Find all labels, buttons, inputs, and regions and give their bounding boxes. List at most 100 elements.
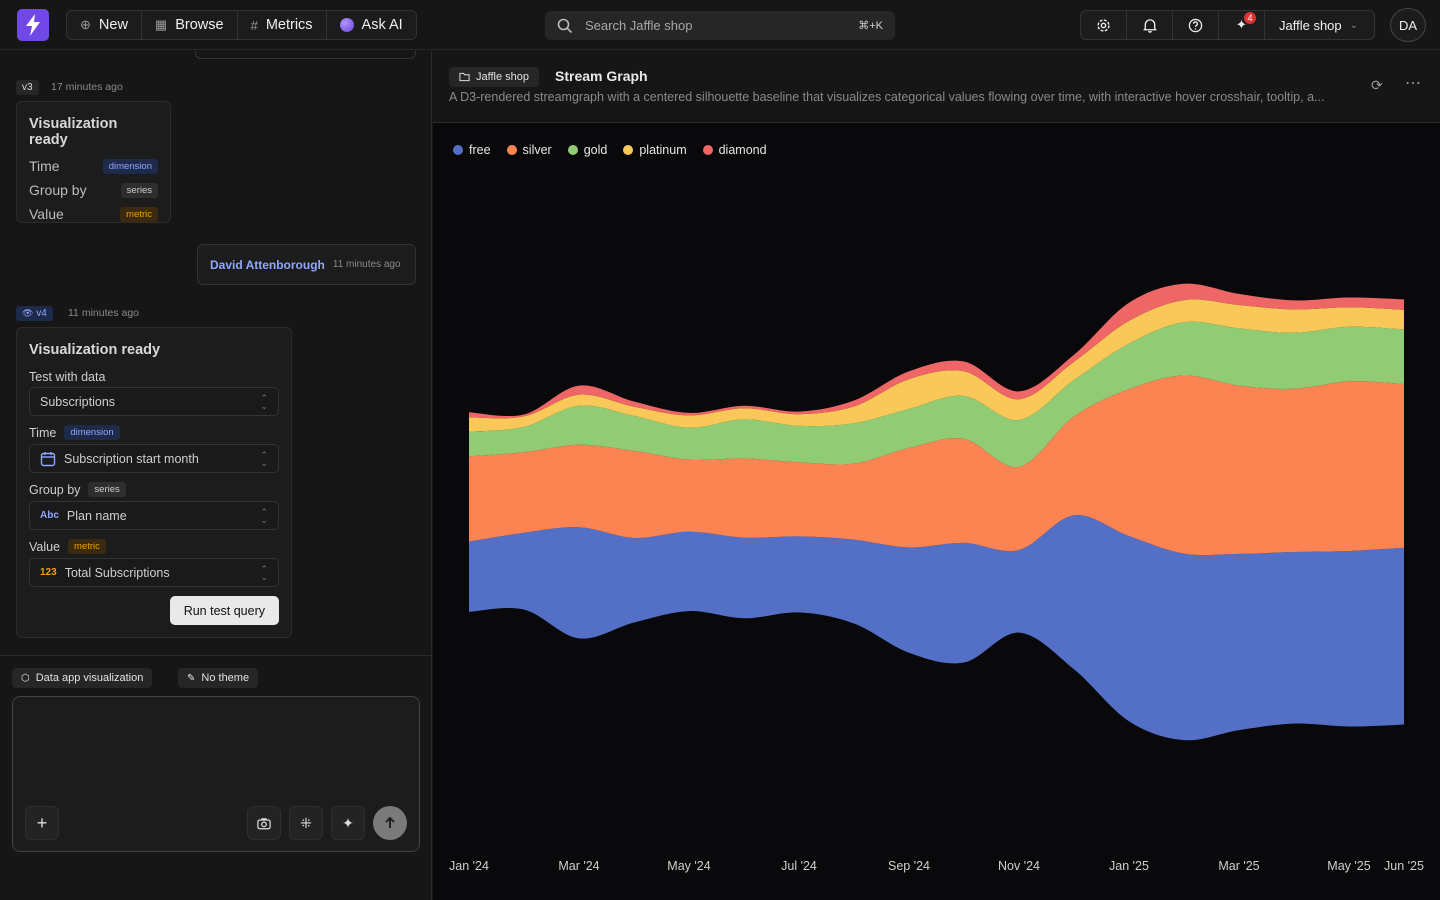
value-field-label: Value metric [29,539,279,554]
puzzle-icon: ⬡ [21,672,30,684]
ai-assist-button[interactable]: ✦ [331,806,365,840]
legend-item-free[interactable]: free [453,143,491,157]
settings-button[interactable] [1081,11,1127,39]
stream-layer-gold[interactable] [469,321,1404,468]
notifications-button[interactable] [1127,11,1173,39]
notification-badge: 4 [1244,12,1256,24]
value-label: Value [29,539,61,554]
breadcrumb-label: Jaffle shop [476,71,530,83]
new-button[interactable]: ⊕ New [67,11,142,39]
legend-item-gold[interactable]: gold [567,143,608,157]
updown-chevron-icon: ⌃ ⌄ [260,392,268,411]
bell-icon [1142,18,1157,33]
test-data-label: Test with data [29,370,106,384]
updown-chevron-icon: ⌃ ⌄ [260,506,268,525]
group-field-select[interactable]: Abc Plan name ⌃ ⌄ [29,501,279,530]
legend-item-diamond[interactable]: diamond [702,143,767,157]
metrics-button[interactable]: # Metrics [238,11,327,39]
dimension-badge: dimension [64,425,120,440]
refresh-icon[interactable]: ⟳ [1371,77,1383,93]
browse-button[interactable]: ▦ Browse [142,11,238,39]
search-icon [557,18,573,33]
more-options-icon[interactable]: ⋯ [1405,75,1421,92]
send-button[interactable] [373,806,407,840]
x-tick-label: May '24 [667,859,710,873]
series-badge: series [88,482,126,497]
metric-badge: metric [68,539,106,554]
v4-config-card: Visualization ready Test with data Subsc… [16,327,292,638]
stream-layer-platinum[interactable] [469,299,1404,432]
help-icon [1188,18,1203,32]
legend-item-platinum[interactable]: platinum [623,143,687,157]
brush-icon: ✎ [187,672,196,684]
utility-button-group: ✦ 4 Jaffle shop ⌄ [1080,10,1376,40]
data-app-chip[interactable]: ⬡ Data app visualization [12,668,153,688]
metric-badge: metric [120,206,158,222]
folder-icon [459,72,470,82]
x-tick-label: May '25 [1327,859,1370,873]
v3-timestamp: 17 minutes ago [51,81,123,93]
chevron-down-icon: ⌄ [1349,19,1359,31]
sparkles-icon: ✦ [1236,17,1247,32]
legend-label: platinum [639,143,687,157]
user-message: David Attenborough 11 minutes ago [197,244,416,285]
v3-row-time: Time dimension [29,158,158,174]
screenshot-button[interactable] [247,806,281,840]
attach-button[interactable]: + [25,806,59,840]
x-tick-label: Jun '25 [1384,859,1424,873]
run-test-query-button[interactable]: Run test query [169,596,279,625]
panel-header: Jaffle shop Stream Graph A D3-rendered s… [433,51,1440,123]
time-field-select[interactable]: Subscription start month ⌃ ⌄ [29,444,279,473]
theme-chip-label: No theme [201,672,250,684]
ask-ai-button[interactable]: Ask AI [327,11,416,39]
ai-orb-icon [339,18,354,32]
data-app-chip-label: Data app visualization [35,672,144,684]
v3-row-group: Group by series [29,182,158,198]
v4-card-title: Visualization ready [29,342,161,358]
v3-value-label: Value [29,206,64,222]
composer-divider [0,655,431,656]
string-type-icon: Abc [40,510,59,521]
user-avatar[interactable]: DA [1390,8,1426,42]
legend-swatch [506,145,517,155]
eye-icon: 👁 [22,308,34,318]
cursor-click-icon: ⁜ [300,814,312,831]
ai-updates-button[interactable]: ✦ 4 [1219,11,1265,39]
dimension-badge: dimension [102,158,158,174]
time-field-value: Subscription start month [64,451,199,466]
stream-layer-silver[interactable] [469,375,1404,556]
plus-icon: + [36,812,48,833]
grid-icon: ▦ [154,17,168,32]
user-name[interactable]: David Attenborough [210,257,325,272]
search-shortcut: ⌘+K [858,20,883,32]
legend-item-silver[interactable]: silver [506,143,552,157]
message-composer[interactable]: + ⁜ ✦ [12,696,420,852]
version-tag-v3[interactable]: v3 [16,80,39,95]
x-tick-label: Jan '25 [1109,859,1149,873]
legend-swatch [453,145,463,155]
value-field-select[interactable]: 123 Total Subscriptions ⌃ ⌄ [29,558,279,587]
breadcrumb[interactable]: Jaffle shop [449,67,540,87]
app-logo[interactable] [17,9,49,41]
v3-card-title: Visualization ready [29,116,118,148]
legend-label: gold [583,143,608,157]
group-field-label: Group by series [29,482,279,497]
streamgraph-chart[interactable]: Jan '24 Mar '24 May '24 Jul '24 Sep '24 Nov '… [433,51,1440,900]
test-data-value: Subscriptions [40,394,116,409]
legend-swatch [623,145,634,155]
hash-icon: # [250,17,258,33]
help-button[interactable] [1173,11,1219,39]
search-bar[interactable]: Search Jaffle shop ⌘+K [545,11,895,40]
legend-swatch [702,145,713,155]
theme-chip[interactable]: ✎ No theme [178,668,259,688]
search-placeholder: Search Jaffle shop [585,18,693,33]
legend-label: free [469,143,491,157]
version-tag-v4[interactable]: 👁 v4 [16,306,53,321]
v3-row-value: Value metric [29,206,158,222]
org-selector[interactable]: Jaffle shop ⌄ [1265,11,1374,39]
test-data-select[interactable]: Subscriptions ⌃ ⌄ [29,387,279,416]
value-field-value: Total Subscriptions [64,565,170,580]
pick-element-button[interactable]: ⁜ [289,806,323,840]
stream-layer-free[interactable] [469,514,1404,741]
metrics-label: Metrics [265,17,313,33]
